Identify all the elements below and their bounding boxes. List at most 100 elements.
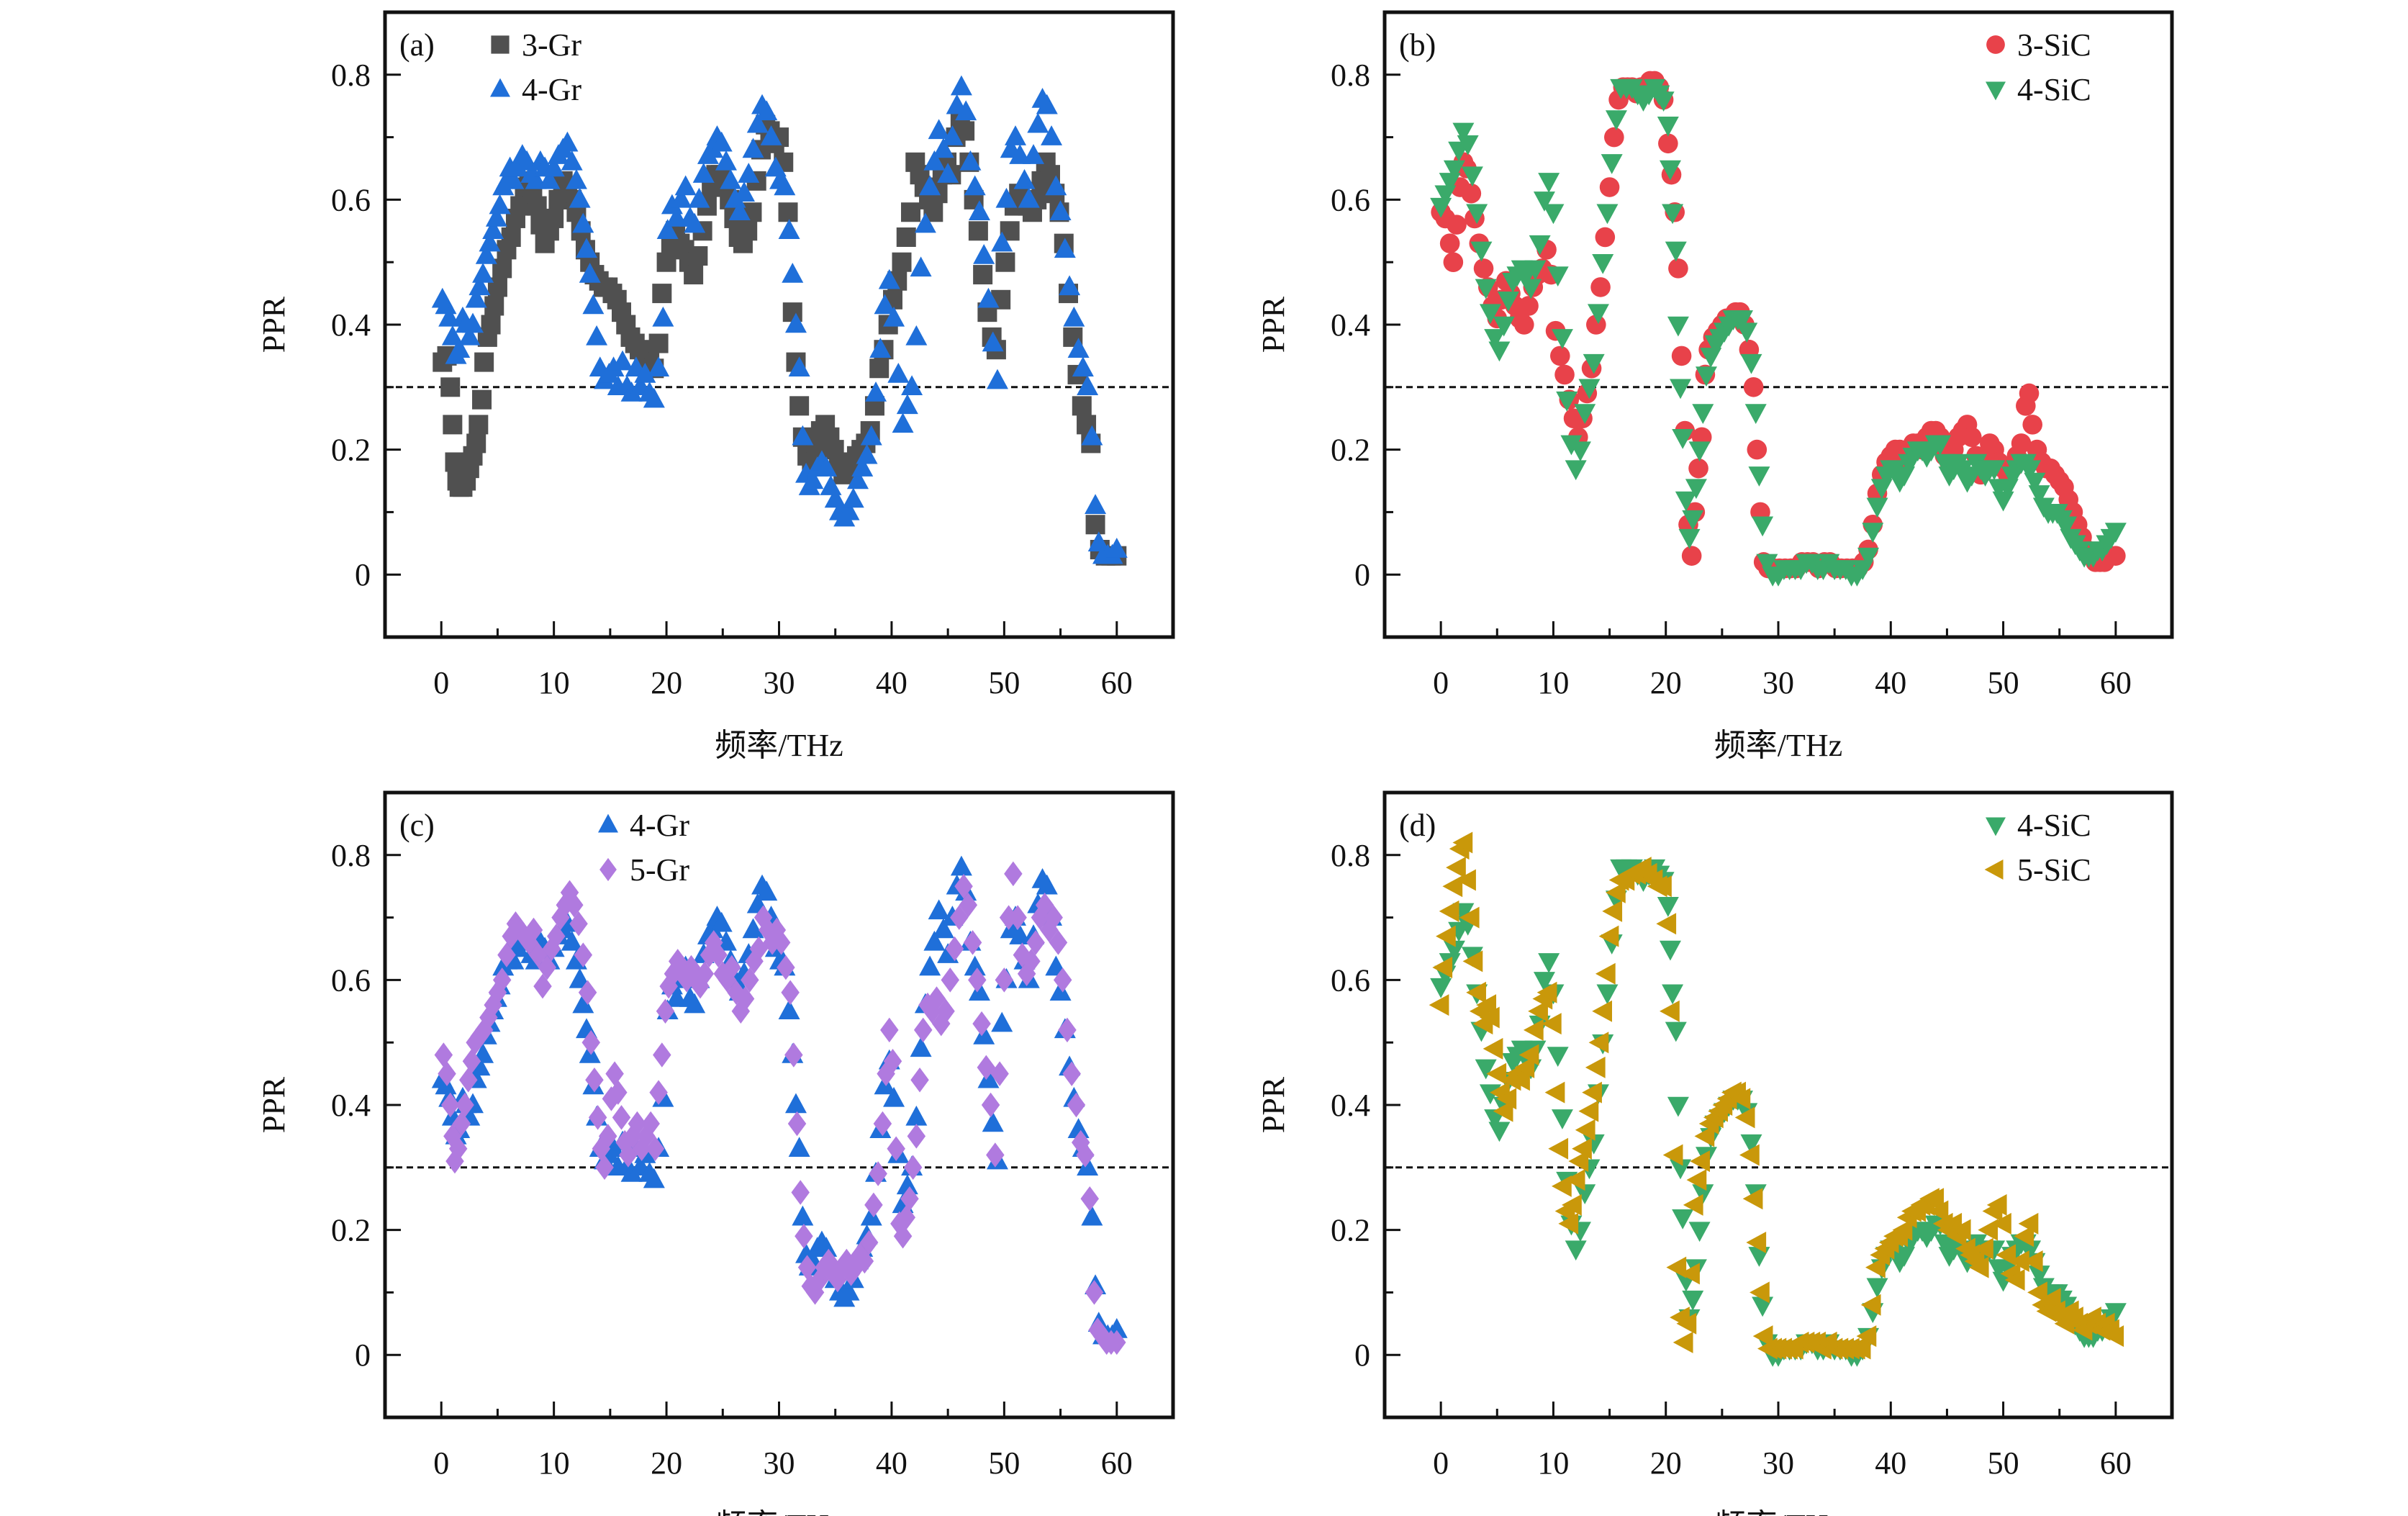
data-point-5-Gr bbox=[459, 1068, 478, 1093]
data-point-5-SiC bbox=[1442, 875, 1463, 898]
data-point-4-Gr bbox=[1063, 306, 1085, 327]
data-point-4-SiC bbox=[1662, 984, 1684, 1005]
data-point-4-Gr bbox=[950, 75, 972, 96]
data-point-5-Gr bbox=[646, 1136, 665, 1162]
data-point-4-Gr bbox=[778, 999, 800, 1020]
data-point-5-SiC bbox=[1523, 1019, 1544, 1041]
data-point-5-Gr bbox=[695, 961, 715, 986]
data-point-4-Gr bbox=[838, 500, 860, 520]
data-point-4-SiC bbox=[2104, 1303, 2127, 1323]
panel-label: (d) bbox=[1399, 808, 1436, 843]
data-point-5-Gr bbox=[880, 1017, 899, 1043]
data-point-4-SiC bbox=[1667, 1096, 1689, 1117]
data-point-3-Gr bbox=[869, 358, 890, 379]
data-point-3-SiC bbox=[2019, 383, 2040, 404]
data-point-4-Gr bbox=[851, 456, 874, 477]
data-point-4-Gr bbox=[733, 181, 756, 202]
data-point-4-Gr bbox=[878, 269, 900, 289]
data-point-4-Gr bbox=[482, 219, 504, 240]
data-point-5-SiC bbox=[1456, 869, 1476, 891]
data-point-5-Gr bbox=[653, 1042, 671, 1068]
data-point-4-Gr bbox=[489, 194, 511, 215]
panel-label: (b) bbox=[1399, 27, 1436, 63]
data-point-5-SiC bbox=[1598, 925, 1619, 947]
data-point-5-Gr bbox=[873, 1111, 892, 1137]
x-tick-label: 20 bbox=[651, 665, 682, 700]
data-point-5-SiC bbox=[1666, 1256, 1687, 1278]
y-tick-label: 0.8 bbox=[1331, 58, 1370, 93]
data-point-5-Gr bbox=[859, 1230, 879, 1255]
data-point-5-Gr bbox=[791, 1180, 810, 1205]
data-point-4-SiC bbox=[1659, 940, 1681, 961]
data-point-5-Gr bbox=[887, 1136, 905, 1162]
data-point-5-Gr bbox=[434, 1042, 453, 1068]
data-point-5-Gr bbox=[456, 1092, 474, 1118]
data-point-3-SiC bbox=[1473, 258, 1494, 279]
data-point-4-Gr bbox=[756, 880, 778, 901]
x-tick-label: 50 bbox=[1988, 665, 2019, 700]
data-point-4-SiC bbox=[1678, 528, 1701, 549]
data-point-5-SiC bbox=[1432, 957, 1453, 979]
data-point-4-SiC bbox=[1665, 1021, 1687, 1042]
data-point-5-Gr bbox=[1067, 1092, 1086, 1118]
data-point-3-SiC bbox=[1586, 315, 1606, 335]
data-point-4-SiC bbox=[1461, 166, 1483, 187]
data-point-3-SiC bbox=[1447, 215, 1467, 235]
data-point-5-Gr bbox=[438, 1061, 456, 1086]
data-point-5-SiC bbox=[1865, 1256, 1886, 1278]
legend-item-4-SiC: 4-SiC bbox=[1986, 72, 2091, 107]
data-point-4-Gr bbox=[469, 275, 491, 296]
data-point-5-SiC bbox=[1541, 1013, 1562, 1035]
panel-a: 0 10 20 30 40 50 60 0 0.2 0.4 0.6 0.8 频率/THz PPR (a) 3-… bbox=[256, 10, 1175, 763]
plot-area bbox=[431, 855, 1128, 1355]
legend-label: 4-SiC bbox=[2017, 72, 2091, 107]
data-point-5-Gr bbox=[995, 967, 1014, 993]
data-point-5-SiC bbox=[1860, 1294, 1881, 1316]
data-point-4-SiC bbox=[1652, 91, 1675, 112]
data-point-5-Gr bbox=[954, 873, 973, 899]
data-point-5-Gr bbox=[900, 1186, 919, 1212]
data-point-3-Gr bbox=[481, 315, 501, 335]
data-point-5-Gr bbox=[581, 1029, 601, 1055]
data-point-4-Gr bbox=[778, 219, 800, 240]
data-point-5-SiC bbox=[1986, 1194, 2007, 1216]
data-point-5-Gr bbox=[869, 1161, 887, 1186]
data-point-4-Gr bbox=[674, 175, 697, 196]
data-point-3-Gr bbox=[738, 221, 758, 241]
data-point-5-Gr bbox=[986, 1142, 1005, 1168]
x-tick-label: 0 bbox=[433, 665, 449, 700]
data-point-5-Gr bbox=[452, 1111, 471, 1137]
data-point-4-Gr bbox=[959, 150, 982, 171]
data-point-4-Gr bbox=[692, 163, 715, 183]
y-tick-label: 0.4 bbox=[331, 307, 371, 343]
data-point-4-SiC bbox=[1740, 353, 1762, 374]
data-point-5-SiC bbox=[1568, 1150, 1589, 1173]
data-point-4-Gr bbox=[1067, 1118, 1090, 1138]
panel-c: 0 10 20 30 40 50 60 0 0.2 0.4 0.6 0.8 频率/THz PPR (c) 4-… bbox=[256, 790, 1175, 1516]
data-point-5-Gr bbox=[1008, 905, 1027, 930]
data-point-4-SiC bbox=[1748, 466, 1770, 487]
data-point-4-SiC bbox=[1560, 435, 1583, 456]
panel-label: (a) bbox=[399, 27, 435, 63]
data-point-5-Gr bbox=[941, 967, 960, 993]
data-point-4-Gr bbox=[1059, 275, 1081, 296]
data-point-4-Gr bbox=[561, 150, 583, 171]
data-point-5-Gr bbox=[797, 1255, 817, 1280]
data-point-4-Gr bbox=[472, 263, 494, 283]
data-point-4-Gr bbox=[448, 338, 471, 358]
data-point-4-Gr bbox=[576, 238, 598, 258]
data-point-4-Gr bbox=[702, 137, 724, 158]
data-point-4-SiC bbox=[1675, 491, 1697, 512]
data-point-4-SiC bbox=[2019, 1240, 2042, 1261]
data-point-4-Gr bbox=[670, 187, 692, 208]
data-point-5-SiC bbox=[1595, 962, 1616, 985]
data-point-4-Gr bbox=[905, 325, 928, 346]
data-point-5-SiC bbox=[1588, 1032, 1609, 1054]
data-point-5-Gr bbox=[1053, 967, 1072, 993]
data-point-4-Gr bbox=[968, 980, 990, 1001]
data-point-4-SiC bbox=[2019, 460, 2042, 481]
legend-item-5-Gr: 5-Gr bbox=[599, 852, 689, 888]
data-point-4-Gr bbox=[802, 469, 824, 489]
legend-item-5-SiC: 5-SiC bbox=[1984, 852, 2091, 888]
data-point-4-Gr bbox=[1036, 94, 1058, 114]
